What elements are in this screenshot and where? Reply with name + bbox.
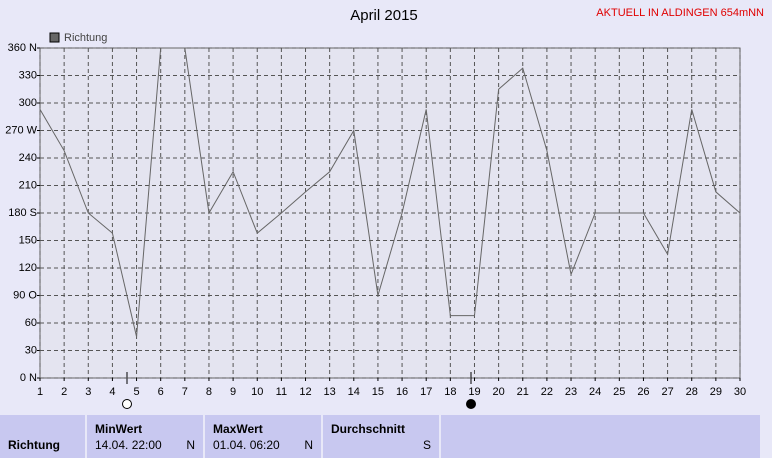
x-tick-label: 2: [61, 386, 67, 398]
x-tick-label: 19: [468, 386, 480, 398]
empty-cell: [441, 415, 760, 458]
stat-date: 14.04. 22:00: [95, 438, 162, 452]
x-tick-label: 8: [206, 386, 212, 398]
legend-swatch: [49, 32, 60, 43]
x-tick-label: 27: [661, 386, 673, 398]
y-tick-label: 270 W: [5, 124, 37, 136]
y-tick-label: 240: [19, 152, 37, 164]
stat-header: Durchschnitt: [331, 422, 406, 436]
y-tick-label: 150: [19, 234, 37, 246]
stat-cell: MinWert 14.04. 22:00 N: [87, 415, 203, 458]
stat-value: S: [422, 438, 431, 452]
x-tick-label: 28: [686, 386, 698, 398]
y-tick-label: 30: [25, 344, 37, 356]
x-tick-label: 23: [565, 386, 577, 398]
x-tick-label: 17: [420, 386, 432, 398]
x-tick-label: 1: [37, 386, 43, 398]
x-tick-label: 3: [85, 386, 91, 398]
y-tick-label: 300: [19, 97, 37, 109]
x-tick-label: 14: [348, 386, 360, 398]
x-tick-label: 18: [444, 386, 456, 398]
x-tick-label: 11: [276, 386, 287, 398]
x-tick-label: 22: [541, 386, 553, 398]
stat-date: 01.04. 06:20: [213, 438, 280, 452]
y-tick-label: 180 S: [8, 207, 37, 219]
x-tick-label: 6: [158, 386, 164, 398]
x-tick-label: 24: [589, 386, 601, 398]
stat-header: MinWert: [95, 422, 143, 436]
x-tick-label: 12: [299, 386, 311, 398]
stat-value: N: [304, 438, 313, 452]
y-tick-label: 210: [19, 179, 37, 191]
x-tick-label: 15: [372, 386, 384, 398]
x-tick-label: 5: [133, 386, 139, 398]
y-tick-label: 60: [25, 317, 37, 329]
stats-table: Richtung MinWert 14.04. 22:00 N MaxWert 01.0…: [0, 415, 760, 458]
y-tick-label: 360 N: [8, 42, 37, 54]
data-line: [39, 47, 741, 337]
stat-header: MaxWert: [213, 422, 263, 436]
new-moon-icon: [466, 399, 476, 409]
x-tick-label: 26: [637, 386, 649, 398]
x-tick-label: 16: [396, 386, 408, 398]
legend-label: Richtung: [64, 32, 107, 44]
x-tick-label: 29: [710, 386, 722, 398]
chart: April 2015 AKTUELL IN ALDINGEN 654mNN Ri…: [5, 7, 764, 409]
row-label: Richtung: [8, 438, 60, 452]
y-tick-label: 90 O: [13, 289, 37, 301]
x-tick-label: 25: [613, 386, 625, 398]
chart-subtitle: AKTUELL IN ALDINGEN 654mNN: [596, 7, 764, 19]
x-tick-label: 30: [734, 386, 746, 398]
stat-value: N: [186, 438, 195, 452]
x-tick-label: 21: [517, 386, 529, 398]
x-tick-label: 10: [251, 386, 263, 398]
y-tick-label: 330: [19, 69, 37, 81]
x-tick-label: 9: [230, 386, 236, 398]
x-tick-label: 20: [492, 386, 504, 398]
y-tick-label: 120: [19, 262, 37, 274]
stat-cell: MaxWert 01.04. 06:20 N: [205, 415, 321, 458]
x-tick-label: 4: [109, 386, 115, 398]
chart-title: April 2015: [350, 7, 418, 24]
stat-cell: Durchschnitt S: [323, 415, 439, 458]
x-tick-label: 13: [324, 386, 336, 398]
full-moon-icon: [122, 399, 132, 409]
y-tick-label: 0 N: [20, 372, 37, 384]
x-tick-label: 7: [182, 386, 188, 398]
row-header-cell: Richtung: [0, 415, 85, 458]
